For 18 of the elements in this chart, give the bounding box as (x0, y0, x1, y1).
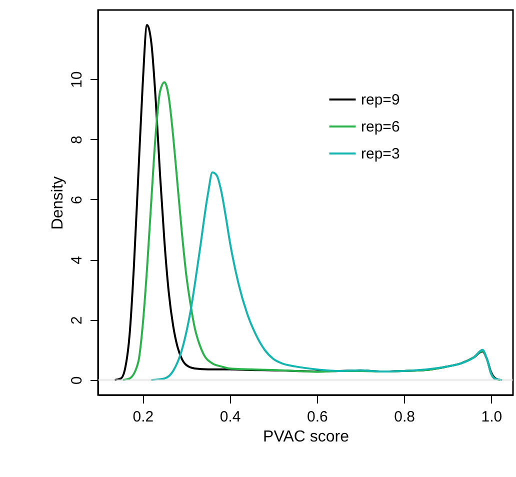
x-tick-label: 0.8 (394, 408, 416, 426)
legend-label: rep=3 (361, 146, 400, 162)
x-axis-title: PVAC score (263, 428, 350, 446)
y-tick-label: 0 (68, 376, 86, 385)
x-tick-label: 1.0 (481, 408, 502, 426)
x-tick-label: 0.2 (132, 408, 154, 426)
y-tick-label: 2 (68, 316, 86, 324)
x-tick-label: 0.4 (220, 408, 241, 426)
line-series (150, 171, 504, 381)
legend-label: rep=6 (361, 118, 400, 136)
y-tick-label: 4 (68, 256, 86, 264)
legend-label: rep=9 (361, 92, 400, 108)
y-axis-title: Density (50, 176, 66, 230)
y-tick-label: 8 (68, 136, 86, 144)
y-tick-label: 6 (68, 196, 86, 204)
line-series (122, 81, 501, 381)
y-tick-label: 10 (68, 71, 86, 88)
x-tick-label: 0.6 (307, 408, 328, 426)
